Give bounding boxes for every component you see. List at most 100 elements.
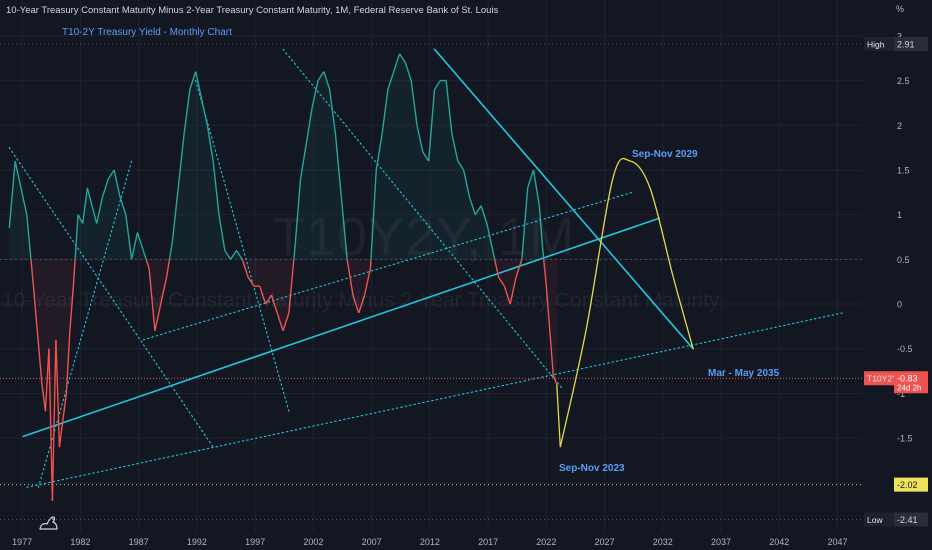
area-fill-segment: [411, 80, 418, 260]
y-tick-label: 2.5: [897, 76, 910, 86]
series-segment-negative: [165, 259, 171, 278]
area-fill-segment: [195, 71, 202, 260]
area-fill-segment: [393, 53, 400, 260]
annotation-sep-nov-2029: Sep-Nov 2029: [632, 149, 698, 160]
high-badge: High 2.91: [864, 36, 928, 51]
high-badge-value: 2.91: [897, 39, 915, 49]
series-segment-positive: [26, 214, 32, 260]
area-fill-segment: [428, 89, 435, 260]
x-tick-label: 2047: [828, 537, 848, 547]
y-tick-label: -1: [897, 389, 905, 399]
time-scale[interactable]: 1977 1982 1987 1992 1997 2002 2007 2012 2017 2022…: [12, 537, 847, 547]
series-segment-negative: [51, 339, 57, 501]
series-segment-positive: [299, 143, 308, 180]
area-fill-segment: [553, 259, 557, 385]
area-fill-segment: [62, 259, 67, 421]
series-segment-positive: [86, 187, 93, 206]
trendline-dotted[interactable]: [26, 312, 843, 488]
area-fill-segment: [382, 89, 388, 260]
series-segment-positive: [95, 196, 104, 224]
price-scale-unit: %: [896, 4, 905, 14]
series-segment-positive: [480, 205, 488, 224]
low-badge-value: -2.41: [897, 515, 918, 525]
current-price-badge-label-box: [864, 371, 894, 386]
current-price-badge-label: T10Y2Y: [867, 374, 898, 384]
y-tick-label: -1.5: [897, 434, 913, 444]
series-segment-negative: [346, 259, 354, 296]
trendline-dotted[interactable]: [282, 48, 564, 390]
area-fill-segment: [82, 187, 88, 260]
area-fill-segment: [312, 80, 319, 260]
series-segment-negative: [72, 259, 76, 287]
chart-grid: [0, 0, 862, 532]
area-fill-segment: [96, 196, 103, 260]
current-price-badge-countdown: 24d 2h: [897, 384, 921, 393]
high-badge-value-box: [894, 36, 928, 51]
series-segment-positive: [119, 196, 127, 215]
x-tick-label: 2032: [653, 537, 673, 547]
area-fill-segment: [213, 161, 219, 260]
annotation-mar-may-2035: Mar - May 2035: [708, 368, 780, 379]
series-segment-positive: [323, 71, 331, 90]
area-fill-segment: [178, 134, 185, 260]
series-segment-negative: [55, 339, 61, 448]
x-tick-label: 2002: [303, 537, 323, 547]
area-fill-segment: [510, 259, 517, 305]
x-tick-label: 2007: [362, 537, 382, 547]
series-segment-positive: [82, 187, 89, 224]
series-segment-positive: [457, 160, 465, 171]
series-segment-positive: [195, 71, 203, 99]
series-segment-positive: [74, 214, 79, 260]
projection-path[interactable]: [559, 157, 694, 448]
series-segment-positive: [171, 187, 179, 242]
x-tick-label: 2027: [595, 537, 615, 547]
series-segment-positive: [14, 160, 22, 188]
x-tick-label: 1992: [187, 537, 207, 547]
area-fill-segment: [329, 89, 336, 260]
series-segment-negative: [352, 294, 360, 314]
trendline-dotted[interactable]: [8, 147, 214, 448]
trendline-solid[interactable]: [433, 48, 694, 350]
series-segment-positive: [328, 89, 337, 135]
series-segment-positive: [305, 107, 313, 144]
area-fill-segment: [440, 80, 447, 260]
series-segment-positive: [427, 89, 436, 162]
series-segment-positive: [451, 134, 459, 162]
watermark-symbol: T10Y2Y, 1M: [272, 207, 576, 267]
series-segment-negative: [145, 259, 150, 269]
area-fill-segment: [352, 259, 359, 313]
trendline-dotted[interactable]: [142, 191, 634, 341]
series-segment-negative: [148, 268, 156, 331]
series-segment-positive: [125, 214, 133, 260]
low-badge-value-box: [894, 512, 928, 527]
area-fill-segment: [41, 259, 46, 412]
series-segment-negative: [543, 259, 548, 287]
x-tick-label: 2012: [420, 537, 440, 547]
high-badge-label-box: [864, 36, 894, 51]
tradingview-logo-icon: [39, 516, 58, 530]
series-segment-negative: [160, 277, 168, 305]
series-segment-positive: [77, 214, 84, 224]
area-fill-segment: [59, 259, 63, 448]
series-segment-negative: [270, 294, 278, 314]
series-segment-positive: [230, 250, 238, 260]
series-segment-negative: [65, 330, 71, 394]
low-badge: Low -2.41: [864, 512, 928, 527]
series-segment-positive: [168, 241, 174, 260]
area-fill-segment: [527, 169, 534, 260]
chart-annotations: Sep-Nov 2023 Sep-Nov 2029 Mar - May 2035: [559, 149, 780, 474]
series-segment-positive: [101, 178, 109, 197]
area-fill-segment: [92, 205, 97, 260]
series-segment-positive: [393, 53, 401, 72]
trendline-dotted[interactable]: [195, 80, 290, 412]
series-segment-positive: [91, 205, 98, 224]
series-segment-negative: [493, 259, 500, 278]
area-fill-segment: [45, 259, 49, 412]
series-segment-positive: [218, 214, 226, 251]
current-price-badge-value-box: [894, 371, 928, 394]
y-tick-label: 1.5: [897, 165, 910, 175]
area-fill-segment: [277, 259, 284, 331]
series-segment-positive: [212, 160, 220, 215]
trendline-solid[interactable]: [22, 217, 661, 438]
area-fill-segment: [533, 169, 540, 260]
